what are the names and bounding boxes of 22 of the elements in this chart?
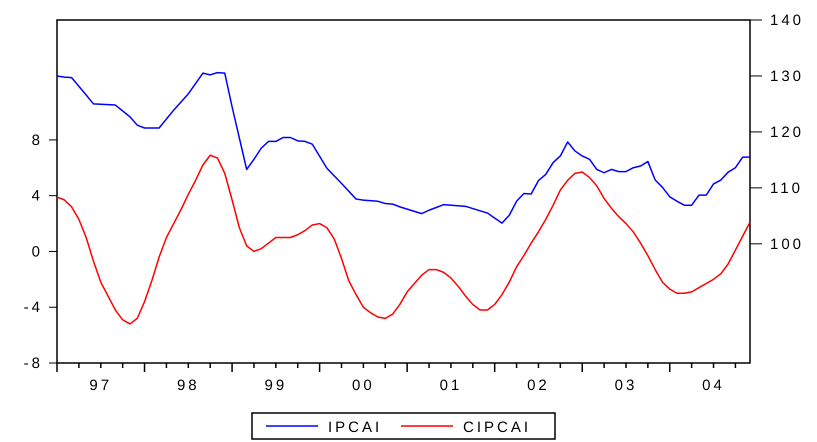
y2-tick-label: 120 <box>770 124 804 141</box>
x-tick-label: 04 <box>702 377 725 394</box>
y-tick-label: 8 <box>32 132 43 149</box>
y-tick-label: -8 <box>24 355 43 372</box>
y-tick-label: 0 <box>32 243 43 260</box>
y2-tick-label: 130 <box>770 68 804 85</box>
y2-tick-label: 140 <box>770 12 804 29</box>
y-tick-label: 4 <box>32 188 43 205</box>
y-tick-label: -4 <box>24 299 43 316</box>
x-tick-label: 98 <box>176 377 200 394</box>
x-tick-label: 00 <box>352 377 375 394</box>
x-tick-label: 02 <box>527 377 550 394</box>
x-tick-label: 01 <box>440 377 462 394</box>
x-tick-label: 99 <box>264 377 288 394</box>
legend-label: IPCAI <box>328 419 382 436</box>
y2-tick-label: 110 <box>770 180 803 197</box>
line-series <box>56 72 751 224</box>
y2-tick-label: 100 <box>770 236 804 253</box>
x-tick-label: 03 <box>614 377 638 394</box>
x-tick-label: 97 <box>89 377 112 394</box>
line-series <box>56 154 751 325</box>
legend-label: CIPCAI <box>463 419 532 436</box>
